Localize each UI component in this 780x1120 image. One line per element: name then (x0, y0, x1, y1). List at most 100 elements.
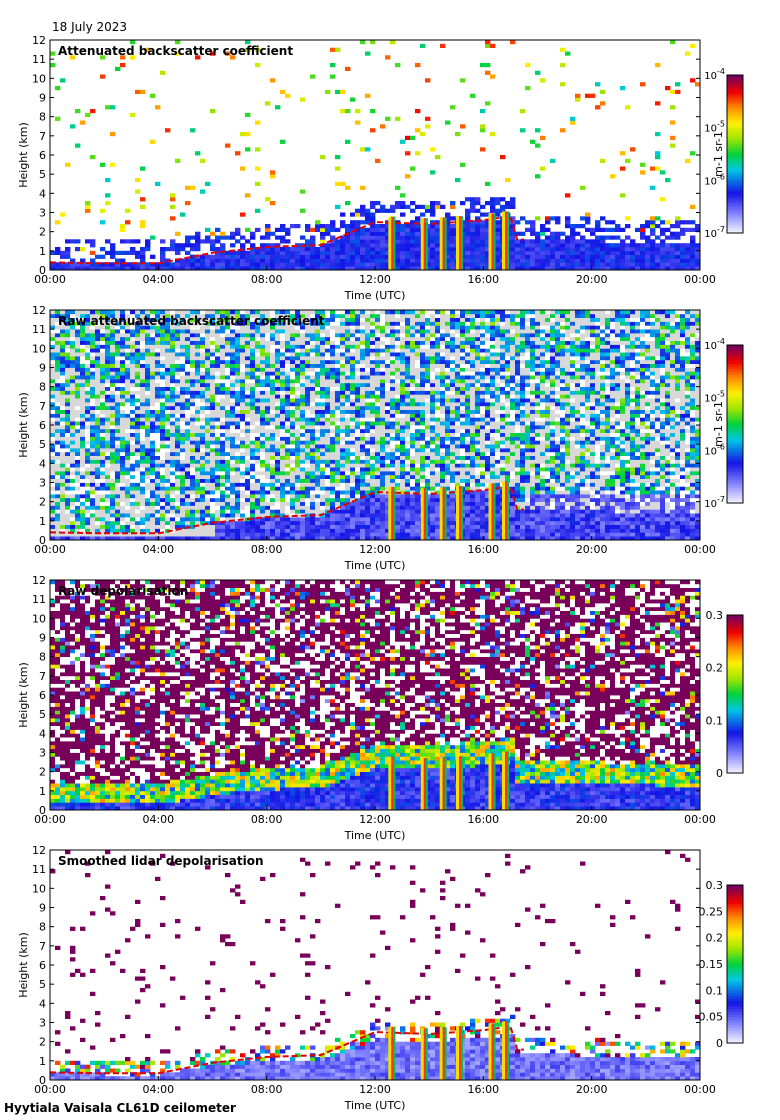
y-tick-label: 7 (39, 940, 46, 953)
y-tick-label: 0 (39, 534, 46, 547)
x-tick-label: 04:00 (142, 273, 174, 286)
y-tick-label: 1 (39, 515, 46, 528)
y-tick-label: 12 (32, 304, 46, 317)
colorbar-tick-label: 10-5 (704, 390, 725, 405)
y-tick-label: 8 (39, 381, 46, 394)
y-tick-label: 12 (32, 34, 46, 47)
heatmap-3 (50, 580, 700, 810)
y-tick-label: 9 (39, 632, 46, 645)
y-tick-label: 8 (39, 921, 46, 934)
colorbar-3: 0.3 0.2 0.1 0 (706, 609, 744, 780)
y-tick-label: 2 (39, 1036, 46, 1049)
panel-title: Raw attenuated backscatter coefficient (58, 314, 325, 328)
x-axis-label: Time (UTC) (344, 289, 406, 302)
colorbar-tick-label: 10-4 (704, 337, 725, 352)
y-tick-label: 11 (32, 593, 46, 606)
x-axis-label: Time (UTC) (344, 559, 406, 572)
x-tick-label: 00:00 (684, 273, 716, 286)
y-tick-label: 3 (39, 747, 46, 760)
x-tick-label: 16:00 (467, 813, 499, 826)
y-tick-label: 11 (32, 863, 46, 876)
x-tick-label: 08:00 (251, 1083, 283, 1096)
y-tick-label: 10 (32, 72, 46, 85)
colorbar-tick-label: 10-6 (704, 442, 725, 457)
y-tick-label: 12 (32, 844, 46, 857)
x-tick-label: 04:00 (142, 543, 174, 556)
instrument-footer: Hyytiala Vaisala CL61D ceilometer (4, 1101, 236, 1115)
y-tick-label: 1 (39, 785, 46, 798)
x-tick-label: 08:00 (251, 813, 283, 826)
y-tick-label: 0 (39, 1074, 46, 1087)
y-tick-label: 3 (39, 1017, 46, 1030)
x-tick-label: 12:00 (359, 813, 391, 826)
y-tick-label: 10 (32, 342, 46, 355)
y-tick-label: 12 (32, 574, 46, 587)
colorbar-tick-label: 10-7 (704, 225, 725, 240)
y-tick-label: 10 (32, 612, 46, 625)
x-tick-label: 00:00 (684, 543, 716, 556)
y-tick-label: 5 (39, 708, 46, 721)
y-tick-label: 7 (39, 130, 46, 143)
colorbar-1: 10-4 10-5 10-6 10-7 m-1 sr-1 (704, 67, 744, 240)
y-tick-label: 4 (39, 727, 46, 740)
y-tick-label: 7 (39, 670, 46, 683)
y-tick-label: 1 (39, 1055, 46, 1068)
x-tick-label: 04:00 (142, 813, 174, 826)
y-tick-label: 0 (39, 804, 46, 817)
heatmap-4 (50, 850, 700, 1080)
x-tick-label: 20:00 (576, 543, 608, 556)
y-tick-label: 4 (39, 457, 46, 470)
x-tick-label: 12:00 (359, 273, 391, 286)
colorbar-tick-label: 0.05 (699, 1011, 724, 1024)
y-axis-label: Height (km) (17, 662, 30, 728)
colorbar-tick-label: 0.15 (699, 958, 724, 971)
y-tick-label: 5 (39, 168, 46, 181)
colorbar-tick-label: 0.1 (706, 714, 724, 727)
colorbar-tick-label: 0 (716, 1037, 723, 1050)
colorbar-tick-label: 0.1 (706, 984, 724, 997)
y-tick-label: 8 (39, 651, 46, 664)
colorbar-4: 0.3 0.25 0.2 0.15 0.1 0.05 0 (699, 879, 744, 1050)
y-tick-label: 7 (39, 400, 46, 413)
y-tick-label: 1 (39, 245, 46, 258)
x-tick-label: 12:00 (359, 543, 391, 556)
colorbar-2: 10-4 10-5 10-6 10-7 m-1 sr-1 (704, 337, 744, 510)
y-axis-label: Height (km) (17, 122, 30, 188)
x-tick-label: 12:00 (359, 1083, 391, 1096)
x-axis-label: Time (UTC) (344, 1099, 406, 1112)
x-tick-label: 00:00 (34, 543, 66, 556)
x-tick-label: 20:00 (576, 1083, 608, 1096)
colorbar-tick-label: 0.2 (706, 662, 724, 675)
heatmap-2 (50, 310, 700, 540)
panel-title: Attenuated backscatter coefficient (58, 44, 293, 58)
colorbar-unit: m-1 sr-1 (712, 401, 725, 447)
x-tick-label: 16:00 (467, 273, 499, 286)
y-tick-label: 3 (39, 477, 46, 490)
y-tick-label: 6 (39, 959, 46, 972)
y-tick-label: 10 (32, 882, 46, 895)
x-tick-label: 16:00 (467, 543, 499, 556)
y-tick-label: 11 (32, 323, 46, 336)
colorbar-tick-label: 10-4 (704, 67, 725, 82)
x-tick-label: 00:00 (684, 1083, 716, 1096)
x-tick-label: 16:00 (467, 1083, 499, 1096)
y-tick-label: 9 (39, 902, 46, 915)
colorbar-tick-label: 0 (716, 767, 723, 780)
y-tick-label: 6 (39, 149, 46, 162)
y-tick-label: 5 (39, 978, 46, 991)
y-tick-label: 11 (32, 53, 46, 66)
x-tick-label: 00:00 (684, 813, 716, 826)
panel-title: Raw depolarisation (58, 584, 188, 598)
y-tick-label: 8 (39, 111, 46, 124)
panel-2: Raw attenuated backscatter coefficient 0 1… (17, 304, 744, 572)
y-tick-label: 9 (39, 362, 46, 375)
colorbar-unit: m-1 sr-1 (712, 131, 725, 177)
y-tick-label: 2 (39, 496, 46, 509)
x-tick-label: 08:00 (251, 273, 283, 286)
colorbar-tick-label: 0.3 (706, 609, 724, 622)
y-tick-label: 2 (39, 226, 46, 239)
colorbar-tick-label: 10-5 (704, 120, 725, 135)
y-tick-label: 5 (39, 438, 46, 451)
colorbar-tick-label: 0.2 (706, 932, 724, 945)
